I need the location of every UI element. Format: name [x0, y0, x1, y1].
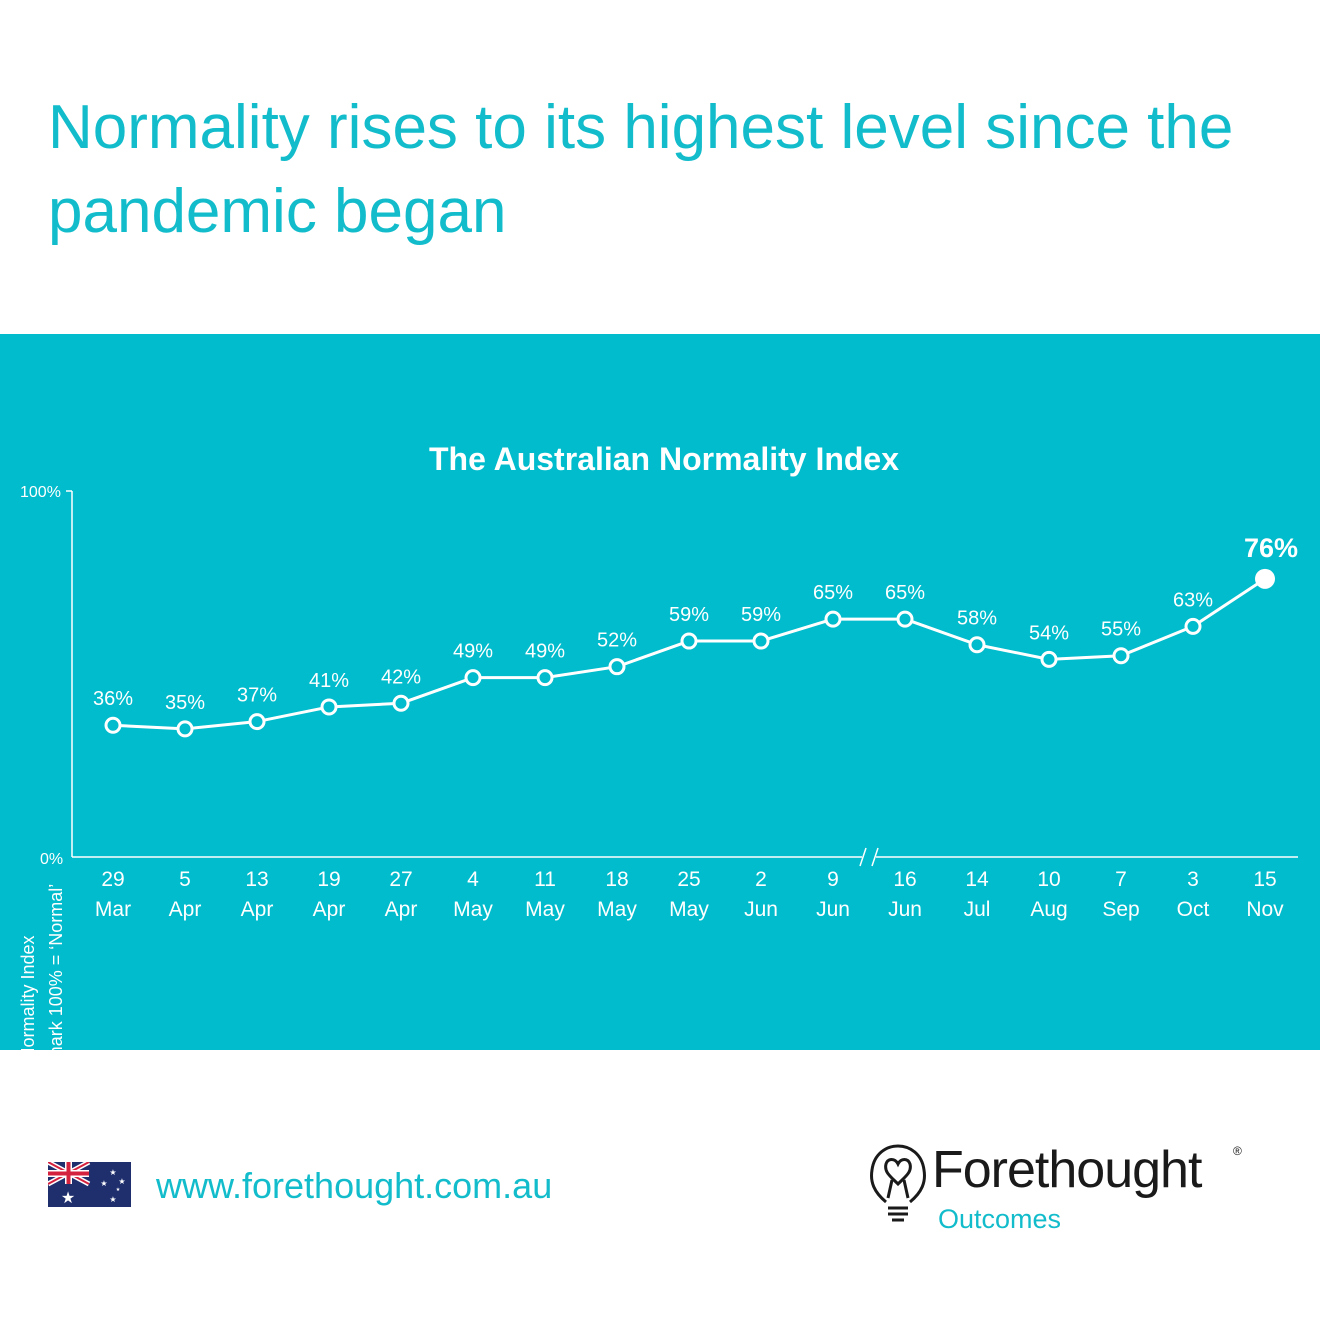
x-tick-label-month: Apr [169, 898, 202, 921]
data-label: 37% [237, 685, 277, 707]
australia-flag-icon: ★ ★ ★ ★ ★ ★ [48, 1162, 131, 1207]
x-tick-label-day: 14 [965, 868, 989, 891]
data-point [608, 658, 626, 676]
data-label: 59% [669, 604, 709, 626]
data-label: 59% [741, 604, 781, 626]
x-tick-label-month: May [525, 898, 565, 921]
x-tick-label-month: Jun [888, 898, 922, 921]
data-point [176, 720, 194, 738]
data-point [824, 610, 842, 628]
svg-text:★: ★ [61, 1188, 75, 1207]
y-tick-label-bottom: 0% [40, 851, 63, 868]
x-tick-label-month: May [597, 898, 637, 921]
data-point [536, 669, 554, 687]
data-label: 35% [165, 692, 205, 714]
x-tick-label-month: Apr [313, 898, 346, 921]
x-tick-label-day: 7 [1115, 868, 1127, 891]
data-point [1255, 568, 1275, 589]
data-point [1112, 647, 1130, 665]
x-tick-label-day: 13 [245, 868, 268, 891]
registered-mark: ® [1233, 1144, 1242, 1158]
data-label: 41% [309, 670, 349, 692]
normality-index-chart: The Australian Normality Index Normality… [18, 441, 1298, 1050]
svg-text:★: ★ [109, 1168, 116, 1177]
data-label: 58% [957, 608, 997, 630]
data-point [392, 694, 410, 712]
lightbulb-heart-icon [870, 1144, 926, 1222]
data-point [1184, 617, 1202, 635]
x-tick-label-month: Jul [964, 898, 991, 921]
x-tick-label-day: 16 [893, 868, 916, 891]
x-tick-label-month: Jun [744, 898, 778, 921]
x-tick-label-month: Jun [816, 898, 850, 921]
data-point [968, 636, 986, 654]
x-tick-label-day: 27 [389, 868, 412, 891]
x-tick-label-day: 29 [101, 868, 124, 891]
page-headline: Normality rises to its highest level sin… [48, 93, 1234, 246]
data-label: 36% [93, 688, 133, 710]
y-tick-label-top: 100% [20, 484, 61, 501]
data-point [896, 610, 914, 628]
data-label: 63% [1173, 589, 1213, 611]
data-label: 49% [453, 641, 493, 663]
data-point [680, 632, 698, 650]
data-label: 76% [1244, 533, 1298, 563]
x-tick-label-month: Nov [1246, 898, 1284, 921]
data-label: 55% [1101, 619, 1141, 641]
svg-text:★: ★ [109, 1195, 116, 1204]
x-tick-label-day: 11 [534, 868, 556, 891]
x-tick-label-day: 4 [467, 868, 479, 891]
logo-subtitle: Outcomes [938, 1204, 1062, 1234]
x-tick-label-month: Sep [1102, 898, 1139, 921]
website-link[interactable]: www.forethought.com.au [156, 1165, 553, 1206]
axis-break-mark [859, 847, 867, 867]
data-label: 49% [525, 641, 565, 663]
x-tick-label-day: 2 [755, 868, 767, 891]
x-tick-label-day: 3 [1187, 868, 1199, 891]
data-label: 54% [1029, 622, 1069, 644]
x-tick-label-month: May [669, 898, 709, 921]
x-tick-label-month: Apr [241, 898, 274, 921]
x-tick-label-month: Mar [95, 898, 131, 921]
x-tick-label-day: 25 [677, 868, 700, 891]
x-tick-label-month: Apr [385, 898, 418, 921]
data-label: 52% [597, 630, 637, 652]
data-point [464, 669, 482, 687]
data-point [752, 632, 770, 650]
logo-name: Forethought [932, 1141, 1202, 1199]
x-tick-label-day: 10 [1037, 868, 1060, 891]
x-tick-label-month: Aug [1030, 898, 1067, 921]
x-tick-label-day: 5 [179, 868, 191, 891]
data-point [248, 713, 266, 731]
data-point [320, 698, 338, 716]
forethought-logo: Forethought ® Outcomes [868, 1140, 1288, 1240]
axis-break-mark [871, 847, 879, 867]
x-tick-label-day: 19 [317, 868, 340, 891]
x-tick-label-day: 18 [605, 868, 628, 891]
x-tick-label-month: Oct [1177, 898, 1210, 921]
chart-title: The Australian Normality Index [429, 441, 899, 477]
data-label: 65% [813, 582, 853, 604]
data-point [1040, 650, 1058, 668]
x-tick-label-month: May [453, 898, 493, 921]
axis-break-gap [862, 847, 876, 867]
svg-text:★: ★ [100, 1179, 107, 1188]
chart-panel: The Australian Normality Index Normality… [0, 334, 1320, 1050]
y-axis-label-line1: Normality Index [18, 935, 38, 1050]
svg-text:★: ★ [118, 1177, 125, 1186]
data-point [104, 716, 122, 734]
svg-text:★: ★ [116, 1187, 121, 1193]
series-line [112, 577, 1266, 731]
x-tick-label-day: 15 [1253, 868, 1276, 891]
y-axis-label-line2: Benchmark 100% = ‘Normal’ [46, 884, 66, 1050]
data-label: 42% [381, 666, 421, 688]
data-label: 65% [885, 582, 925, 604]
x-tick-label-day: 9 [827, 868, 839, 891]
